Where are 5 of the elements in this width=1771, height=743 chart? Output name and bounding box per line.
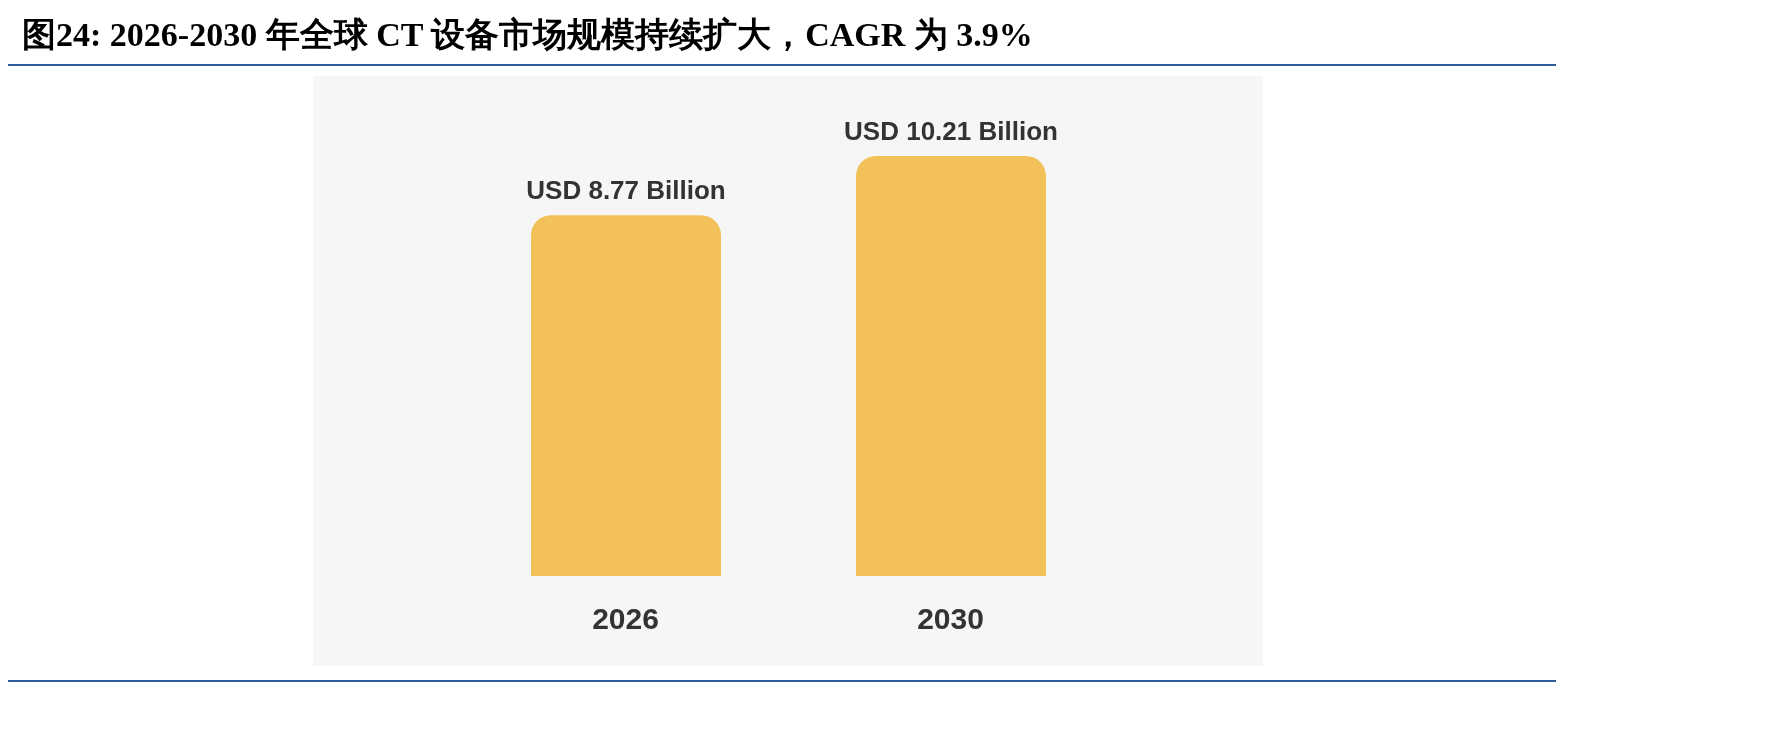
- x-tick-label: 2026: [592, 602, 659, 636]
- data-label: USD 10.21 Billion: [844, 116, 1058, 146]
- chart-title: 图24: 2026-2030 年全球 CT 设备市场规模持续扩大，CAGR 为 3.9%: [8, 8, 1556, 66]
- x-tick-label: 2030: [917, 602, 984, 636]
- data-label: USD 8.77 Billion: [526, 175, 726, 206]
